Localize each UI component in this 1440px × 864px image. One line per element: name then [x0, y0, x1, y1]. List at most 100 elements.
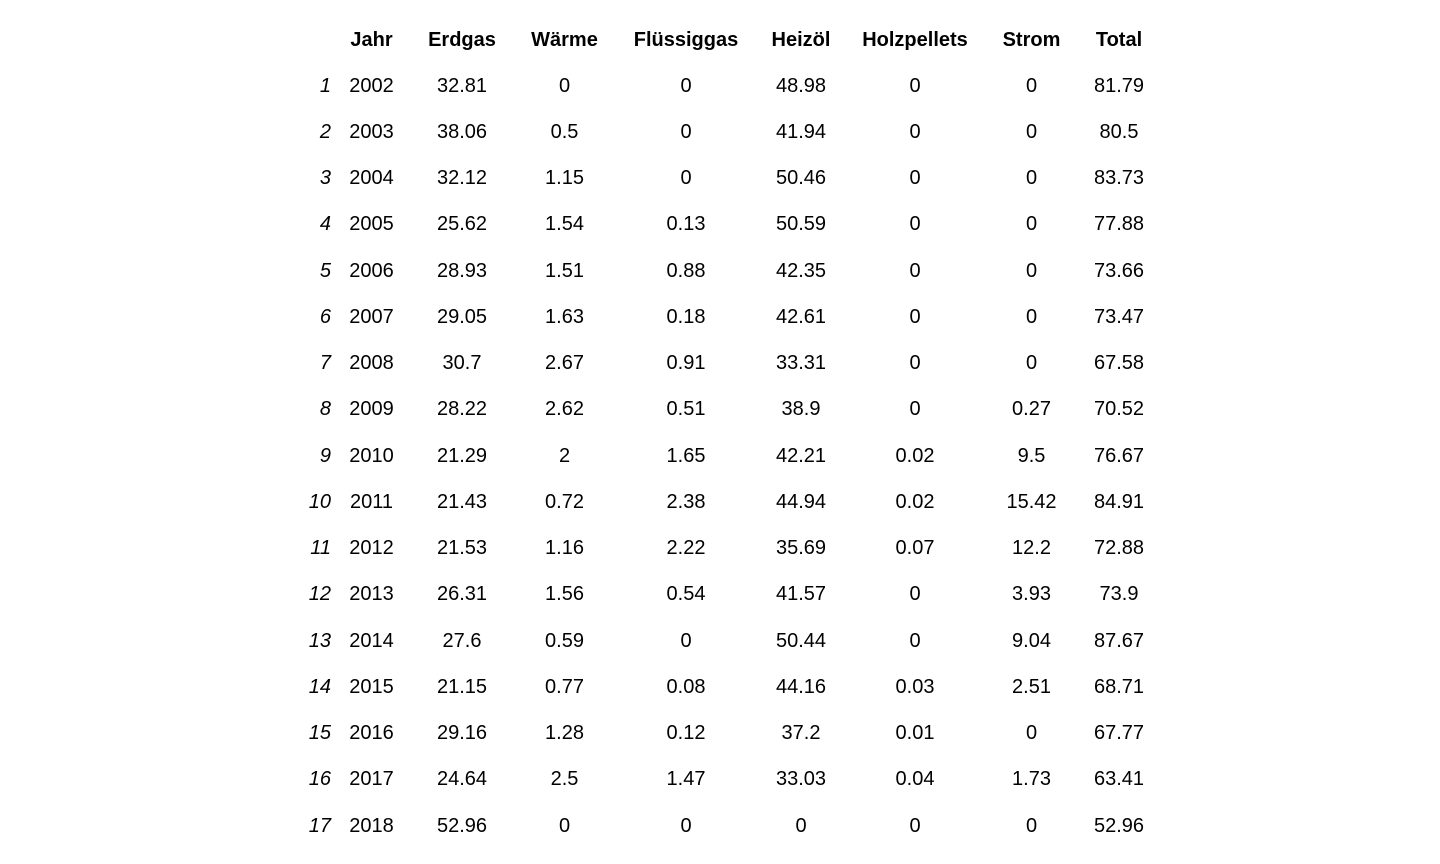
cell-jahr: 2008 [349, 352, 394, 375]
cell-fluessiggas: 0 [680, 167, 692, 190]
table-row: 15 2016 29.16 1.28 0.12 37.2 0.01 0 67.77 [296, 711, 1159, 757]
cell-holzpellets: 0.02 [895, 444, 935, 467]
cell-erdgas: 29.16 [436, 722, 488, 745]
cell-fluessiggas: 0.51 [666, 398, 706, 421]
col-header-strom: Strom [1002, 28, 1061, 51]
cell-waerme: 2.5 [550, 768, 579, 791]
cell-row-index: 1 [319, 74, 331, 97]
cell-total: 67.58 [1093, 352, 1145, 375]
cell-waerme: 0 [558, 814, 571, 837]
cell-strom: 0 [1025, 722, 1038, 745]
cell-holzpellets: 0.01 [895, 722, 935, 745]
cell-total: 76.67 [1093, 444, 1145, 467]
cell-strom: 0.27 [1012, 398, 1051, 421]
cell-jahr: 2005 [349, 213, 394, 236]
table-row: 9 2010 21.29 2 1.65 42.21 0.02 9.5 76.67 [296, 433, 1159, 479]
cell-erdgas: 26.31 [436, 583, 488, 606]
table-row: 7 2008 30.7 2.67 0.91 33.31 0 0 67.58 [296, 341, 1159, 387]
table-row: 16 2017 24.64 2.5 1.47 33.03 0.04 1.73 63.41 [296, 757, 1159, 803]
cell-fluessiggas: 0.12 [666, 722, 706, 745]
cell-fluessiggas: 0.54 [666, 583, 706, 606]
table-row: 8 2009 28.22 2.62 0.51 38.9 0 0.27 70.52 [296, 387, 1159, 433]
cell-row-index: 2 [319, 120, 331, 143]
cell-jahr: 2012 [349, 537, 394, 560]
cell-waerme: 0.5 [550, 120, 579, 143]
cell-strom: 0 [1025, 305, 1038, 328]
cell-total: 87.67 [1093, 629, 1145, 652]
cell-heizoel: 42.61 [775, 305, 827, 328]
cell-holzpellets: 0 [909, 120, 921, 143]
col-header-total: Total [1095, 28, 1143, 51]
col-header-holzpellets: Holzpellets [862, 28, 968, 51]
cell-strom: 0 [1025, 259, 1038, 282]
cell-total: 83.73 [1093, 167, 1145, 190]
cell-strom: 1.73 [1012, 768, 1051, 791]
cell-fluessiggas: 2.38 [666, 490, 706, 513]
cell-total: 77.88 [1093, 213, 1145, 236]
cell-jahr: 2014 [349, 629, 394, 652]
cell-row-index: 4 [319, 213, 331, 236]
cell-heizoel: 33.31 [775, 352, 827, 375]
cell-row-index: 8 [319, 398, 331, 421]
cell-row-index: 12 [308, 583, 331, 606]
cell-total: 70.52 [1093, 398, 1145, 421]
cell-holzpellets: 0 [909, 814, 921, 837]
cell-fluessiggas: 0.13 [666, 213, 706, 236]
cell-erdgas: 28.22 [436, 398, 488, 421]
col-header-heizoel: Heizöl [771, 28, 831, 51]
col-header-jahr: Jahr [350, 28, 393, 51]
cell-row-index: 15 [308, 722, 331, 745]
cell-holzpellets: 0.07 [895, 537, 935, 560]
cell-waerme: 1.63 [545, 305, 584, 328]
cell-erdgas: 27.6 [442, 629, 482, 652]
cell-total: 52.96 [1093, 814, 1145, 837]
cell-heizoel: 41.94 [775, 120, 827, 143]
table-body: 1 2002 32.81 0 0 48.98 0 0 81.79 2 2003 38.06 0.5 0 41… [296, 63, 1159, 849]
cell-fluessiggas: 0 [680, 74, 692, 97]
cell-total: 80.5 [1099, 120, 1139, 143]
col-header-waerme: Wärme [531, 28, 598, 51]
table-row: 5 2006 28.93 1.51 0.88 42.35 0 0 73.66 [296, 248, 1159, 294]
cell-erdgas: 30.7 [442, 352, 482, 375]
cell-waerme: 1.28 [545, 722, 584, 745]
col-header-erdgas: Erdgas [428, 28, 496, 51]
table-row: 6 2007 29.05 1.63 0.18 42.61 0 0 73.47 [296, 294, 1159, 340]
cell-fluessiggas: 1.65 [666, 444, 706, 467]
cell-waerme: 2 [558, 444, 571, 467]
table-row: 10 2011 21.43 0.72 2.38 44.94 0.02 15.42 84.91 [296, 479, 1159, 525]
cell-row-index: 16 [308, 768, 331, 791]
cell-jahr: 2017 [349, 768, 394, 791]
cell-heizoel: 37.2 [781, 722, 821, 745]
cell-strom: 0 [1025, 352, 1038, 375]
cell-waerme: 0.59 [545, 629, 584, 652]
cell-erdgas: 29.05 [436, 305, 488, 328]
cell-erdgas: 21.29 [436, 444, 488, 467]
col-header-index [296, 17, 332, 63]
cell-row-index: 5 [319, 259, 331, 282]
cell-holzpellets: 0 [909, 213, 921, 236]
cell-holzpellets: 0 [909, 305, 921, 328]
cell-erdgas: 21.43 [436, 490, 488, 513]
cell-jahr: 2004 [349, 167, 394, 190]
cell-strom: 0 [1025, 167, 1038, 190]
cell-row-index: 3 [319, 167, 331, 190]
cell-erdgas: 32.81 [436, 74, 488, 97]
cell-fluessiggas: 0.88 [666, 259, 706, 282]
cell-fluessiggas: 0 [680, 629, 692, 652]
cell-total: 68.71 [1093, 675, 1145, 698]
cell-jahr: 2018 [349, 814, 394, 837]
cell-row-index: 6 [319, 305, 331, 328]
cell-waerme: 1.54 [545, 213, 584, 236]
cell-erdgas: 24.64 [436, 768, 488, 791]
cell-holzpellets: 0 [909, 583, 921, 606]
cell-strom: 0 [1025, 120, 1038, 143]
cell-heizoel: 0 [795, 814, 807, 837]
cell-holzpellets: 0 [909, 629, 921, 652]
cell-holzpellets: 0 [909, 167, 921, 190]
cell-heizoel: 41.57 [775, 583, 827, 606]
table-row: 14 2015 21.15 0.77 0.08 44.16 0.03 2.51 68.71 [296, 664, 1159, 710]
cell-holzpellets: 0 [909, 259, 921, 282]
cell-erdgas: 28.93 [436, 259, 488, 282]
cell-erdgas: 52.96 [436, 814, 488, 837]
cell-fluessiggas: 0.91 [666, 352, 706, 375]
